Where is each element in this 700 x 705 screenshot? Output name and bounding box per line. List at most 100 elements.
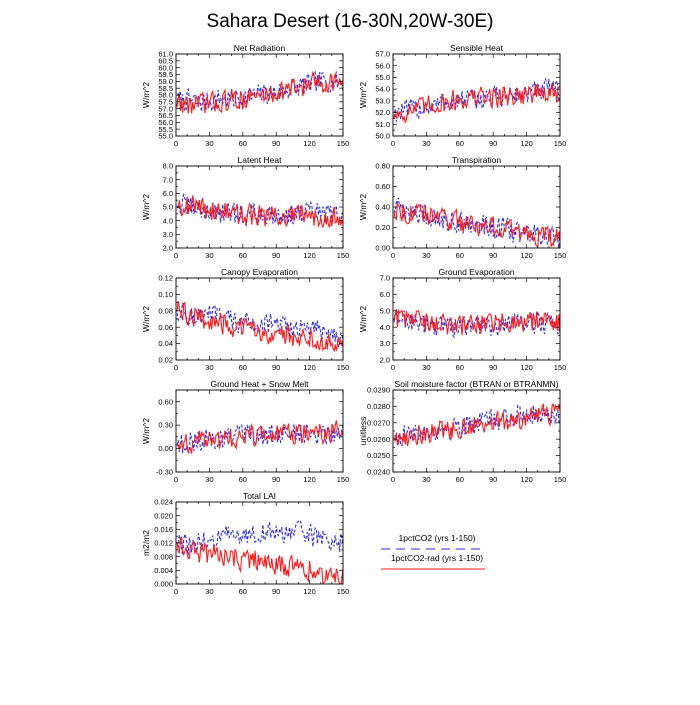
x-tick-label: 90 xyxy=(272,587,280,596)
y-tick-label: 58.0 xyxy=(158,91,173,100)
y-tick-label: 55.0 xyxy=(375,73,390,82)
x-tick-label: 120 xyxy=(303,587,316,596)
y-tick-label: 55.0 xyxy=(158,132,173,141)
y-tick-label: 0.20 xyxy=(375,223,390,232)
panel-title: Ground Heat + Snow Melt xyxy=(210,379,309,389)
x-tick-label: 150 xyxy=(554,363,567,372)
x-tick-label: 90 xyxy=(489,251,497,260)
x-tick-label: 0 xyxy=(174,363,178,372)
y-tick-label: 0.0240 xyxy=(367,468,390,477)
y-tick-label: 0.020 xyxy=(154,511,173,520)
y-axis-label: W/m^2 xyxy=(358,194,368,220)
series-line-0 xyxy=(394,404,560,447)
y-axis-label: W/m^2 xyxy=(141,306,151,332)
x-tick-label: 60 xyxy=(239,363,247,372)
panel-3: 0 30 60 90 120 150 0.00 0.20 0.40 0.60 0.80 Transpi… xyxy=(358,155,566,260)
legend-label: 1pctCO2-rad (yrs 1-150) xyxy=(391,553,483,563)
x-tick-label: 60 xyxy=(239,139,247,148)
series-line-0 xyxy=(393,77,560,122)
series-line-1 xyxy=(393,201,560,248)
y-axis-label: W/m^2 xyxy=(141,194,151,220)
series-line-1 xyxy=(176,536,343,584)
y-tick-label: 0.60 xyxy=(375,182,390,191)
y-tick-label: 57.5 xyxy=(158,97,173,106)
y-tick-label: 0.80 xyxy=(375,162,390,171)
panel-0: 0 30 60 90 120 15055.055.556.056.557.057.558.… xyxy=(141,43,349,148)
y-tick-label: 6.0 xyxy=(380,290,390,299)
x-tick-label: 120 xyxy=(303,139,316,148)
y-tick-label: 0.0250 xyxy=(367,451,390,460)
y-tick-label: 2.0 xyxy=(163,244,173,253)
x-tick-label: 30 xyxy=(422,139,430,148)
panel-title: Transpiration xyxy=(452,155,502,165)
y-tick-label: 5.0 xyxy=(380,306,390,315)
x-tick-label: 0 xyxy=(174,475,178,484)
panel-5: 0 30 60 90 120 150 2.0 3.0 4.0 5.0 6.0 7.0 Ground Ev… xyxy=(358,267,566,372)
y-tick-label: 2.0 xyxy=(380,356,390,365)
y-tick-label: 56.0 xyxy=(375,61,390,70)
x-tick-label: 60 xyxy=(456,139,464,148)
y-tick-label: 59.5 xyxy=(158,70,173,79)
y-tick-label: 0.12 xyxy=(158,274,173,283)
x-tick-label: 90 xyxy=(489,475,497,484)
y-tick-label: 0.0280 xyxy=(367,402,390,411)
panel-1: 0 30 60 90 120 150 50.0 51.0 52.0 53.0 54.0 55.0 56.… xyxy=(358,43,566,148)
series-line-1 xyxy=(176,420,343,455)
y-tick-label: 60.0 xyxy=(158,63,173,72)
y-tick-label: 0.024 xyxy=(154,498,173,507)
y-tick-label: 0.000 xyxy=(154,580,173,589)
y-tick-label: -0.30 xyxy=(156,468,173,477)
y-tick-label: 0.04 xyxy=(158,339,173,348)
series-line-1 xyxy=(176,301,343,353)
x-tick-label: 30 xyxy=(422,251,430,260)
plot-frame xyxy=(175,389,344,473)
x-tick-label: 30 xyxy=(205,251,213,260)
x-tick-label: 30 xyxy=(422,475,430,484)
panel-title: Soil moisture factor (BTRAN or BTRANMN) xyxy=(395,379,559,389)
x-tick-label: 150 xyxy=(554,251,567,260)
x-tick-label: 0 xyxy=(391,251,395,260)
y-tick-label: 0.012 xyxy=(154,539,173,548)
y-tick-label: 6.0 xyxy=(163,189,173,198)
y-tick-label: 8.0 xyxy=(163,162,173,171)
series-line-1 xyxy=(176,195,343,229)
x-tick-label: 90 xyxy=(489,363,497,372)
series-line-0 xyxy=(176,520,343,556)
x-tick-label: 90 xyxy=(272,139,280,148)
series-line-1 xyxy=(393,308,560,336)
y-tick-label: 0.016 xyxy=(154,525,173,534)
y-tick-label: 53.0 xyxy=(375,96,390,105)
y-tick-label: 4.0 xyxy=(163,216,173,225)
x-tick-label: 30 xyxy=(422,363,430,372)
panels: 0 30 60 90 120 15055.055.556.056.557.057.558.… xyxy=(141,43,566,596)
x-tick-label: 120 xyxy=(520,475,533,484)
legend: 1pctCO2 (yrs 1-150) 1pctCO2-rad (yrs 1-15… xyxy=(381,533,485,570)
y-axis-label: W/m^2 xyxy=(141,82,151,108)
y-axis-label: W/m^2 xyxy=(358,306,368,332)
y-tick-label: 0.02 xyxy=(158,356,173,365)
x-tick-label: 120 xyxy=(303,475,316,484)
panel-7: 0 30 60 90 120 150 0.0240 0.0250 0.0260 0.0270 0.0… xyxy=(358,379,566,484)
legend-label: 1pctCO2 (yrs 1-150) xyxy=(399,533,476,543)
panel-title: Sensible Heat xyxy=(450,43,504,53)
y-tick-label: 57.0 xyxy=(158,104,173,113)
series-line-0 xyxy=(176,423,343,455)
y-tick-label: 54.0 xyxy=(375,85,390,94)
x-tick-label: 30 xyxy=(205,587,213,596)
x-tick-label: 60 xyxy=(239,475,247,484)
x-tick-label: 150 xyxy=(554,475,567,484)
x-tick-label: 0 xyxy=(391,475,395,484)
x-tick-label: 0 xyxy=(174,587,178,596)
y-tick-label: 55.5 xyxy=(158,125,173,134)
y-tick-label: 0.40 xyxy=(375,203,390,212)
x-tick-label: 120 xyxy=(520,139,533,148)
panel-2: 0 30 60 90 120 150 2.0 3.0 4.0 5.0 6.0 7.0 8.0 Latent… xyxy=(141,155,349,260)
x-tick-label: 120 xyxy=(303,363,316,372)
y-tick-label: 7.0 xyxy=(163,175,173,184)
y-tick-label: 3.0 xyxy=(163,230,173,239)
y-tick-label: 0.30 xyxy=(158,421,173,430)
y-tick-label: 0.0290 xyxy=(367,386,390,395)
y-tick-label: 0.0260 xyxy=(367,435,390,444)
